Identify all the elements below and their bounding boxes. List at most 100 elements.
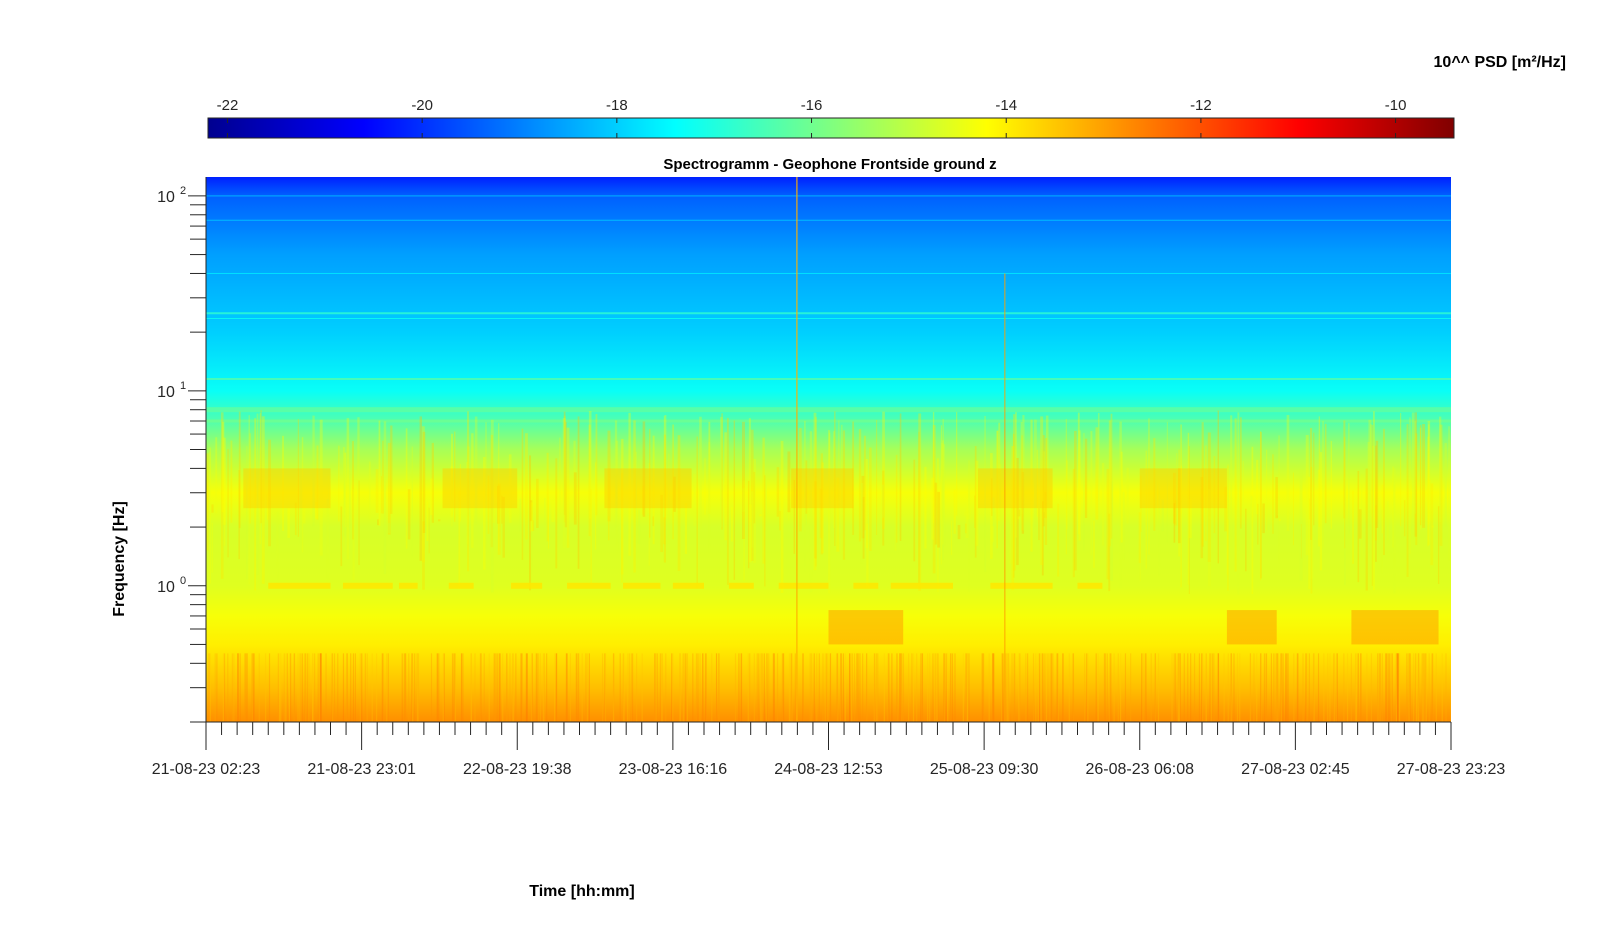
- activity-streak: [319, 419, 323, 556]
- activity-streak: [431, 442, 434, 523]
- lowfreq-texture: [1395, 653, 1397, 722]
- activity-streak: [750, 429, 754, 561]
- activity-patch: [604, 468, 692, 509]
- activity-streak: [1057, 503, 1060, 577]
- lowfreq-texture: [1095, 653, 1097, 722]
- activity-streak: [1097, 412, 1100, 532]
- lowfreq-texture: [1431, 653, 1433, 722]
- lowfreq-texture: [525, 653, 527, 722]
- lowfreq-texture: [921, 653, 923, 722]
- lowfreq-texture: [1223, 653, 1225, 722]
- activity-streak: [563, 415, 566, 523]
- activity-streak: [551, 500, 555, 522]
- activity-streak: [677, 435, 681, 571]
- lowfreq-texture: [1005, 653, 1007, 722]
- activity-streak: [302, 498, 306, 524]
- activity-streak: [1018, 509, 1021, 517]
- activity-streak: [1428, 480, 1431, 522]
- lowfreq-texture: [1273, 653, 1275, 722]
- activity-streak: [1260, 431, 1262, 579]
- activity-streak: [566, 427, 570, 548]
- lowfreq-texture: [1056, 653, 1058, 722]
- lowfreq-texture: [404, 653, 406, 722]
- lowfreq-texture: [1360, 653, 1362, 722]
- lowfreq-texture: [214, 653, 216, 722]
- lowfreq-texture: [718, 653, 720, 722]
- activity-streak: [546, 452, 549, 542]
- activity-streak: [838, 420, 840, 528]
- lowfreq-texture: [1217, 653, 1220, 722]
- lowfreq-texture: [901, 653, 903, 722]
- activity-streak: [519, 498, 522, 532]
- lowfreq-texture: [1409, 653, 1411, 722]
- lowfreq-texture: [826, 653, 828, 722]
- activity-streak: [1205, 445, 1207, 542]
- lowfreq-texture: [791, 653, 793, 722]
- activity-streak: [1414, 412, 1418, 537]
- lowfreq-texture: [1360, 653, 1362, 722]
- activity-streak: [858, 429, 862, 542]
- lowfreq-texture: [912, 653, 915, 722]
- lowfreq-texture: [684, 653, 686, 722]
- lowfreq-texture: [546, 653, 548, 722]
- one-hz-segment: [398, 582, 418, 589]
- activity-streak: [663, 434, 667, 563]
- activity-patch: [977, 468, 1053, 509]
- lowfreq-texture: [1145, 653, 1147, 722]
- lowfreq-texture: [899, 653, 901, 722]
- activity-streak: [1372, 445, 1375, 539]
- activity-streak: [377, 519, 380, 526]
- lowfreq-texture: [1177, 653, 1179, 722]
- lowfreq-texture: [856, 653, 858, 722]
- lowfreq-texture: [1417, 653, 1420, 722]
- activity-streak: [375, 469, 379, 513]
- lowfreq-texture: [386, 653, 388, 722]
- activity-streak: [1044, 491, 1047, 519]
- activity-streak: [220, 412, 224, 579]
- lowfreq-texture: [408, 653, 410, 722]
- lowfreq-texture: [1045, 653, 1048, 722]
- activity-streak: [1419, 427, 1422, 530]
- lowfreq-texture: [1302, 653, 1304, 722]
- lowfreq-texture: [702, 653, 704, 722]
- activity-streak: [1381, 509, 1383, 574]
- lowfreq-texture: [661, 653, 663, 722]
- lowfreq-texture: [359, 653, 361, 722]
- activity-streak: [721, 413, 723, 530]
- activity-streak: [813, 412, 817, 571]
- lowfreq-texture: [531, 653, 533, 722]
- lowfreq-texture: [1422, 653, 1424, 722]
- lowfreq-texture: [697, 653, 699, 722]
- lowfreq-texture: [1201, 653, 1204, 722]
- activity-streak: [1188, 498, 1192, 539]
- lowfreq-texture: [543, 653, 545, 722]
- activity-streak: [1158, 483, 1161, 576]
- activity-streak: [382, 440, 384, 514]
- activity-streak: [343, 446, 345, 553]
- lowfreq-texture: [1072, 653, 1074, 722]
- colorbar-tick-label: -18: [606, 97, 628, 114]
- lowfreq-texture: [1389, 653, 1391, 722]
- activity-streak: [301, 437, 304, 553]
- activity-streak: [211, 522, 214, 573]
- lowfreq-texture: [1327, 653, 1329, 722]
- lowfreq-texture: [954, 653, 956, 722]
- lowfreq-texture: [951, 653, 954, 722]
- lowfreq-texture: [935, 653, 937, 722]
- lowfreq-texture: [1418, 653, 1420, 722]
- lowfreq-texture: [1296, 653, 1298, 722]
- spectral-line: [206, 407, 1451, 413]
- lowfreq-texture: [1408, 653, 1410, 722]
- activity-streak: [294, 502, 297, 536]
- activity-streak: [259, 413, 261, 545]
- activity-streak: [314, 502, 318, 519]
- activity-streak: [937, 491, 941, 548]
- lowfreq-texture: [695, 653, 698, 722]
- lowfreq-texture: [1391, 653, 1393, 722]
- lowfreq-texture: [682, 653, 684, 722]
- spectral-line: [206, 195, 1451, 197]
- lowfreq-texture: [1286, 653, 1288, 722]
- lowfreq-texture: [1346, 653, 1349, 722]
- activity-streak: [358, 480, 360, 566]
- lowfreq-texture: [346, 653, 348, 722]
